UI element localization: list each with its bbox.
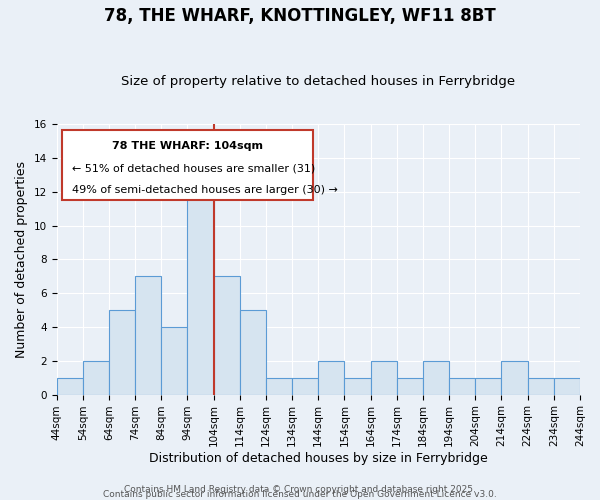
Bar [83,361,109,394]
Text: 78, THE WHARF, KNOTTINGLEY, WF11 8BT: 78, THE WHARF, KNOTTINGLEY, WF11 8BT [104,8,496,26]
Bar [56,378,83,394]
X-axis label: Distribution of detached houses by size in Ferrybridge: Distribution of detached houses by size … [149,452,488,465]
Bar [502,361,527,394]
Bar [527,378,554,394]
Text: ← 51% of detached houses are smaller (31): ← 51% of detached houses are smaller (31… [72,164,316,173]
Bar [161,327,187,394]
Bar [240,310,266,394]
Bar [423,361,449,394]
Bar [371,361,397,394]
Bar [475,378,502,394]
Bar [135,276,161,394]
Text: 49% of semi-detached houses are larger (30) →: 49% of semi-detached houses are larger (… [72,185,338,195]
Bar [266,378,292,394]
Y-axis label: Number of detached properties: Number of detached properties [15,161,28,358]
Bar [449,378,475,394]
Text: 78 THE WHARF: 104sqm: 78 THE WHARF: 104sqm [112,140,263,150]
Text: Contains HM Land Registry data © Crown copyright and database right 2025.: Contains HM Land Registry data © Crown c… [124,484,476,494]
Bar [554,378,580,394]
Bar [397,378,423,394]
Bar [109,310,135,394]
Bar [187,175,214,394]
Bar [344,378,371,394]
Bar [318,361,344,394]
FancyBboxPatch shape [62,130,313,200]
Bar [292,378,318,394]
Text: Contains public sector information licensed under the Open Government Licence v3: Contains public sector information licen… [103,490,497,499]
Title: Size of property relative to detached houses in Ferrybridge: Size of property relative to detached ho… [121,76,515,88]
Bar [214,276,240,394]
